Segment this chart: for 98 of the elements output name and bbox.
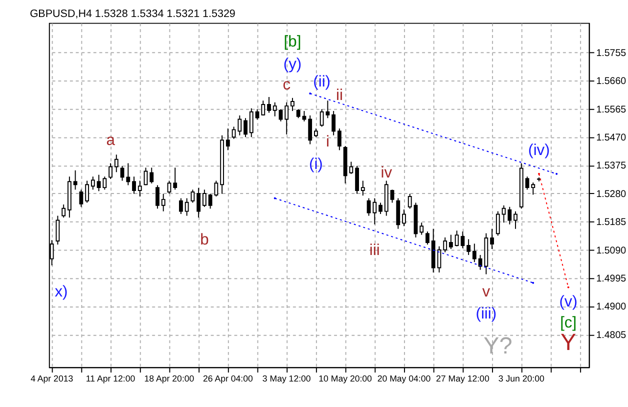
candlestick bbox=[267, 96, 271, 114]
annotation: (iii) bbox=[476, 306, 497, 323]
x-tick-label: 11 Apr 12:00 bbox=[86, 373, 136, 384]
candlestick bbox=[426, 231, 430, 246]
annotation: [c] bbox=[560, 314, 577, 332]
annotation: [b] bbox=[284, 34, 302, 51]
x-tick-label: 27 May 12:00 bbox=[436, 373, 490, 384]
candlestick bbox=[443, 236, 448, 253]
x-tick-label: 18 Apr 20:00 bbox=[144, 373, 194, 384]
candlestick bbox=[396, 198, 400, 230]
candlestick bbox=[190, 189, 195, 204]
candlestick bbox=[360, 180, 365, 196]
annotation: x) bbox=[54, 283, 68, 300]
annotation: (i) bbox=[309, 156, 323, 173]
candlestick bbox=[126, 162, 130, 186]
x-tick-label: 26 Apr 04:00 bbox=[202, 373, 253, 384]
candlestick bbox=[472, 243, 476, 263]
annotation: (iv) bbox=[528, 142, 550, 160]
candlestick bbox=[255, 108, 260, 120]
candlestick bbox=[226, 128, 230, 151]
candlestick bbox=[150, 167, 154, 184]
y-tick-label: 1.5660 bbox=[596, 76, 627, 88]
candlestick bbox=[372, 198, 377, 225]
candlestick bbox=[184, 198, 189, 216]
candlestick bbox=[284, 102, 289, 135]
candlestick bbox=[79, 189, 84, 208]
candlestick bbox=[278, 108, 283, 122]
candlestick bbox=[466, 238, 471, 256]
y-tick-label: 1.4995 bbox=[596, 274, 627, 285]
candlestick bbox=[402, 209, 406, 227]
candlestick bbox=[179, 198, 183, 214]
candlestick bbox=[73, 170, 78, 190]
candlestick bbox=[514, 210, 518, 230]
annotation: c bbox=[282, 76, 291, 94]
candlestick bbox=[232, 126, 236, 140]
candlestick bbox=[202, 189, 206, 208]
candlestick bbox=[272, 102, 277, 117]
x-tick-label: 4 Apr 2013 bbox=[30, 373, 74, 384]
candlestick bbox=[502, 204, 506, 224]
candlestick bbox=[290, 97, 294, 112]
y-tick-label: 1.5280 bbox=[596, 188, 627, 200]
x-tick-label: 3 May 12:00 bbox=[262, 373, 311, 384]
annotation: (ii) bbox=[313, 73, 331, 90]
candlestick bbox=[108, 162, 112, 180]
candlestick bbox=[244, 118, 248, 138]
candlestick bbox=[85, 180, 90, 204]
candlestick bbox=[408, 193, 412, 210]
candlestick bbox=[249, 108, 254, 138]
candlestick bbox=[420, 222, 424, 236]
y-tick-label: 1.5755 bbox=[596, 48, 627, 59]
y-tick-label: 1.4900 bbox=[596, 302, 627, 313]
candlestick bbox=[366, 198, 371, 216]
y-tick-label: 1.5185 bbox=[596, 217, 627, 228]
annotation: i bbox=[326, 134, 330, 151]
candlestick bbox=[525, 176, 530, 190]
candlestick bbox=[531, 182, 536, 196]
candlestick bbox=[337, 128, 342, 151]
annotation: (v) bbox=[559, 294, 578, 311]
candlestick bbox=[196, 187, 201, 218]
candlestick bbox=[496, 210, 500, 236]
annotation: iii bbox=[369, 242, 380, 259]
candlestick bbox=[167, 180, 172, 194]
candlestick bbox=[332, 110, 336, 136]
candlestick bbox=[114, 154, 118, 173]
annotation: (y) bbox=[283, 56, 302, 74]
annotation: b bbox=[200, 232, 210, 249]
annotation: Y? bbox=[484, 332, 512, 358]
candlestick bbox=[448, 234, 453, 250]
chart-title: GBPUSD,H4 1.5328 1.5334 1.5321 1.5329 bbox=[30, 8, 236, 20]
y-tick-label: 1.4805 bbox=[596, 330, 627, 341]
candlestick bbox=[261, 100, 266, 116]
candlestick bbox=[390, 189, 394, 204]
y-tick-label: 1.5565 bbox=[596, 104, 627, 116]
candlestick bbox=[355, 165, 359, 194]
candlestick bbox=[90, 176, 95, 190]
x-tick-label: 3 Jun 20:00 bbox=[498, 373, 544, 384]
candlestick bbox=[173, 167, 178, 190]
y-tick-label: 1.5090 bbox=[596, 245, 627, 256]
x-tick-label: 10 May 20:00 bbox=[318, 373, 372, 384]
candlestick bbox=[138, 180, 142, 197]
candlestick bbox=[56, 215, 60, 246]
x-tick-label: 20 May 04:00 bbox=[377, 373, 431, 384]
candlestick bbox=[490, 228, 494, 250]
candlestick bbox=[508, 206, 512, 225]
annotation: iv bbox=[380, 164, 392, 182]
y-tick-label: 1.5375 bbox=[596, 160, 627, 172]
candlestick bbox=[238, 114, 242, 136]
candlestick bbox=[308, 114, 312, 145]
annotation: a bbox=[106, 132, 116, 149]
candlestick bbox=[62, 204, 66, 218]
candlestick bbox=[156, 184, 160, 210]
candlestick bbox=[161, 193, 166, 212]
candlestick bbox=[378, 202, 382, 214]
candlestick bbox=[132, 176, 136, 194]
annotation: ii bbox=[336, 87, 343, 104]
y-tick-label: 1.5470 bbox=[596, 132, 627, 144]
candlestick bbox=[302, 110, 306, 122]
annotation: v bbox=[482, 283, 490, 300]
